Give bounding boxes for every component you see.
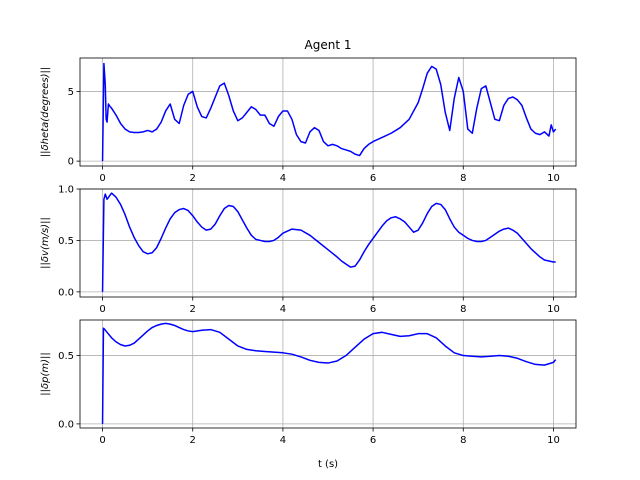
x-tick-label: 4 <box>280 304 286 315</box>
subplot-2: 0 2 4 6 8 10 0.0 0.5 1.0 ||δv(m/s)|| <box>40 185 577 315</box>
x-tick-label: 2 <box>190 173 196 184</box>
x-tick-label: 8 <box>460 304 466 315</box>
axes-frame <box>79 57 577 167</box>
x-tick-label: 2 <box>190 304 196 315</box>
y-tick-label: 1.0 <box>58 185 74 196</box>
y-tick-label: 0 <box>68 157 74 168</box>
subplots-group: 0 2 4 6 8 10 0 5 ||δheta(degrees)|| 0 2 4 6 8 10 0.0 0.5… <box>40 57 577 446</box>
series-line-1 <box>101 322 557 424</box>
y-tick-label: 0.5 <box>58 351 74 362</box>
x-tick-label: 6 <box>370 173 376 184</box>
figure-title: Agent 1 <box>305 38 352 52</box>
series-line-1 <box>101 62 557 162</box>
x-tick-label: 0 <box>99 304 105 315</box>
subplot-1: 0 2 4 6 8 10 0 5 ||δheta(degrees)|| <box>40 57 577 184</box>
y-tick-label: 0.0 <box>58 419 74 430</box>
x-tick-label: 8 <box>460 435 466 446</box>
x-tick-label: 0 <box>99 435 105 446</box>
x-tick-label: 10 <box>547 435 560 446</box>
series-line-1 <box>101 192 556 292</box>
x-tick-label: 2 <box>190 435 196 446</box>
y-axis-label: ||δp(m)|| <box>40 352 51 396</box>
x-tick-label: 8 <box>460 173 466 184</box>
x-tick-label: 10 <box>547 173 560 184</box>
axes-frame <box>79 188 577 298</box>
y-tick-label: 0.0 <box>58 287 74 298</box>
x-tick-label: 4 <box>280 435 286 446</box>
y-axis-label: ||δv(m/s)|| <box>40 217 51 269</box>
x-tick-label: 10 <box>547 304 560 315</box>
y-axis-label: ||δheta(degrees)|| <box>40 67 51 157</box>
subplot-3: 0 2 4 6 8 10 0.0 0.5 ||δp(m)|| <box>40 319 577 446</box>
x-tick-label: 0 <box>99 173 105 184</box>
axes-frame <box>79 319 577 429</box>
x-tick-label: 4 <box>280 173 286 184</box>
y-tick-label: 5 <box>68 87 74 98</box>
x-axis-label: t (s) <box>318 459 338 470</box>
x-tick-label: 6 <box>370 304 376 315</box>
y-tick-label: 0.5 <box>58 236 74 247</box>
x-tick-label: 6 <box>370 435 376 446</box>
